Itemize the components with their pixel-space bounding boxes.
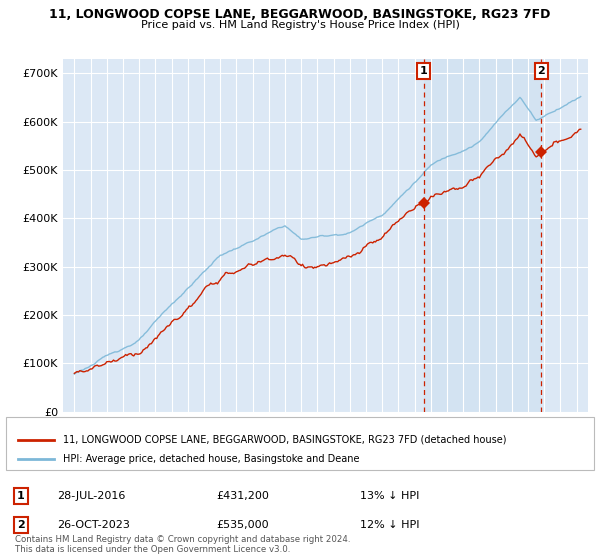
Text: Price paid vs. HM Land Registry's House Price Index (HPI): Price paid vs. HM Land Registry's House … xyxy=(140,20,460,30)
Text: 2: 2 xyxy=(17,520,25,530)
Text: 1: 1 xyxy=(420,66,428,76)
Text: 11, LONGWOOD COPSE LANE, BEGGARWOOD, BASINGSTOKE, RG23 7FD (detached house): 11, LONGWOOD COPSE LANE, BEGGARWOOD, BAS… xyxy=(63,435,506,445)
Text: 1: 1 xyxy=(17,491,25,501)
Bar xyxy=(424,59,541,412)
Text: 26-OCT-2023: 26-OCT-2023 xyxy=(57,520,130,530)
Text: 13% ↓ HPI: 13% ↓ HPI xyxy=(360,491,419,501)
FancyBboxPatch shape xyxy=(6,417,594,470)
Text: 2: 2 xyxy=(538,66,545,76)
Text: 28-JUL-2016: 28-JUL-2016 xyxy=(57,491,125,501)
Text: £431,200: £431,200 xyxy=(216,491,269,501)
Text: 11, LONGWOOD COPSE LANE, BEGGARWOOD, BASINGSTOKE, RG23 7FD: 11, LONGWOOD COPSE LANE, BEGGARWOOD, BAS… xyxy=(49,8,551,21)
Text: 12% ↓ HPI: 12% ↓ HPI xyxy=(360,520,419,530)
Text: Contains HM Land Registry data © Crown copyright and database right 2024.
This d: Contains HM Land Registry data © Crown c… xyxy=(15,535,350,554)
Text: £535,000: £535,000 xyxy=(216,520,269,530)
Text: HPI: Average price, detached house, Basingstoke and Deane: HPI: Average price, detached house, Basi… xyxy=(63,454,359,464)
